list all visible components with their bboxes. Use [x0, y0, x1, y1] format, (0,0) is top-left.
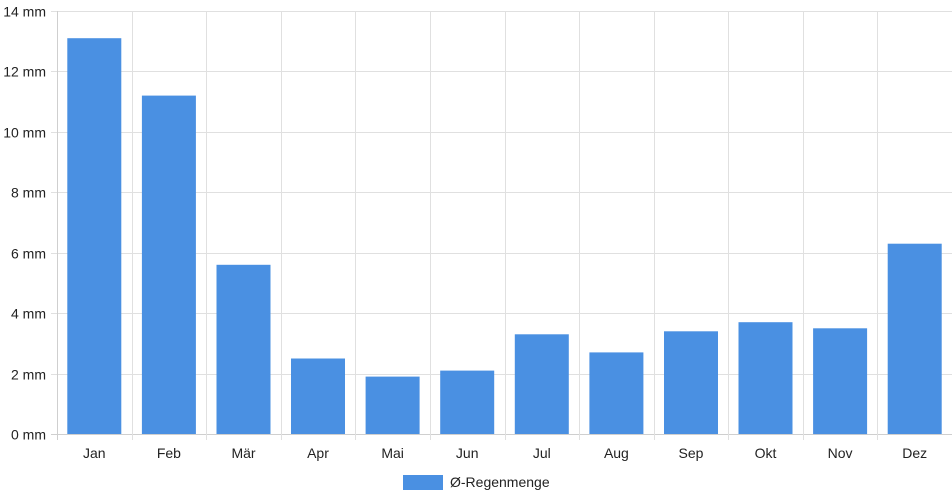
y-tick-label: 2 mm	[11, 367, 46, 383]
bar-apr[interactable]	[291, 358, 345, 435]
bars-layer	[67, 38, 942, 435]
legend-label: Ø-Regenmenge	[450, 474, 550, 490]
bar-aug[interactable]	[589, 352, 644, 434]
bar-dez[interactable]	[887, 243, 942, 434]
x-tick-label: Feb	[157, 445, 181, 461]
x-tick-label: Jan	[83, 445, 106, 461]
x-tick-label: Dez	[902, 445, 927, 461]
bar-jun[interactable]	[440, 370, 495, 434]
x-tick-label: Mär	[231, 445, 255, 461]
y-tick-label: 6 mm	[11, 246, 46, 262]
x-tick-label: Sep	[679, 445, 704, 461]
y-tick-label: 0 mm	[11, 427, 46, 443]
bar-feb[interactable]	[141, 95, 196, 434]
bar-nov[interactable]	[813, 328, 868, 435]
bar-mär[interactable]	[216, 264, 271, 434]
bar-sep[interactable]	[664, 331, 718, 434]
bar-jul[interactable]	[514, 334, 569, 434]
x-tick-label: Apr	[307, 445, 329, 461]
y-axis: 0 mm 2 mm 4 mm 6 mm 8 mm 10 mm 12 mm 14 mm	[3, 4, 46, 443]
bar-mai[interactable]	[365, 376, 420, 434]
y-tick-label: 14 mm	[3, 4, 46, 20]
x-tick-label: Jul	[533, 445, 551, 461]
legend[interactable]: Ø-Regenmenge	[403, 474, 550, 490]
bar-jan[interactable]	[67, 38, 122, 434]
legend-swatch	[403, 475, 443, 490]
x-tick-label: Okt	[755, 445, 777, 461]
x-tick-label: Jun	[456, 445, 479, 461]
grid-layer	[51, 11, 952, 440]
y-tick-label: 4 mm	[11, 306, 46, 322]
legend-item[interactable]: Ø-Regenmenge	[403, 474, 550, 490]
y-tick-label: 8 mm	[11, 185, 46, 201]
y-tick-label: 10 mm	[3, 125, 46, 141]
x-tick-label: Aug	[604, 445, 629, 461]
y-tick-label: 12 mm	[3, 64, 46, 80]
bar-okt[interactable]	[738, 322, 793, 434]
x-tick-label: Nov	[828, 445, 853, 461]
x-tick-label: Mai	[381, 445, 404, 461]
x-axis: Jan Feb Mär Apr Mai Jun Jul Aug Sep Okt Nov Dez	[83, 445, 927, 461]
